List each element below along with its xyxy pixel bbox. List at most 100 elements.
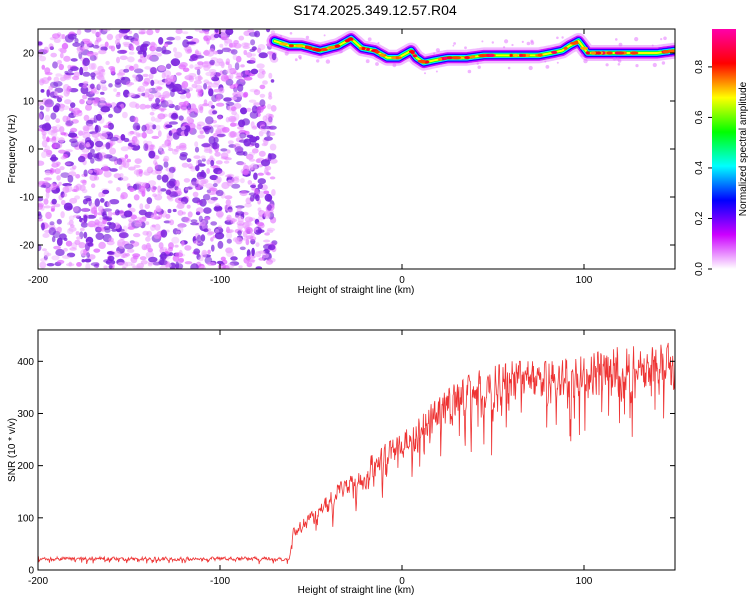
noise-blob xyxy=(186,204,191,209)
noise-blob xyxy=(193,155,201,160)
noise-blob xyxy=(70,102,76,108)
snr-series-line xyxy=(38,342,675,565)
noise-blob xyxy=(122,253,128,258)
noise-blob xyxy=(80,221,88,228)
noise-blob xyxy=(133,76,139,82)
noise-blob xyxy=(165,99,173,106)
track-speck xyxy=(435,48,440,53)
track-hotspot xyxy=(288,44,294,48)
noise-blob xyxy=(268,113,274,119)
noise-blob xyxy=(101,130,110,135)
noise-blob xyxy=(128,51,135,55)
track-speck xyxy=(635,64,639,68)
spec-y-tick-label: -20 xyxy=(20,241,35,252)
noise-blob xyxy=(182,39,190,48)
snr-chart: -200 -100 0 100 0 100 200 300 400 Height of str… xyxy=(7,329,676,596)
noise-blob xyxy=(67,64,72,70)
noise-blob xyxy=(265,259,273,265)
noise-blob xyxy=(48,43,54,50)
noise-blob xyxy=(122,111,128,119)
noise-blob xyxy=(181,240,185,247)
colorbar-tick-label: 0.8 xyxy=(694,60,705,74)
noise-blob xyxy=(101,166,110,172)
noise-blob xyxy=(133,194,140,201)
noise-blob xyxy=(155,29,160,34)
noise-blob xyxy=(247,180,253,185)
noise-blob xyxy=(170,89,175,98)
noise-blob xyxy=(84,242,90,251)
noise-blob xyxy=(151,103,162,109)
snr-y-ticks: 0 100 200 300 400 xyxy=(17,357,675,577)
noise-blob xyxy=(90,83,95,90)
noise-blob xyxy=(168,246,173,252)
noise-blob xyxy=(223,97,232,102)
track-speck xyxy=(618,42,623,47)
noise-blob xyxy=(224,40,229,47)
noise-blob xyxy=(203,35,212,41)
noise-blob xyxy=(260,125,271,130)
noise-blob xyxy=(264,232,270,236)
noise-blob xyxy=(44,99,54,108)
noise-blob xyxy=(64,162,71,166)
noise-blob xyxy=(145,122,154,127)
noise-blob xyxy=(50,129,58,134)
noise-blob xyxy=(38,41,43,46)
track-speck xyxy=(325,59,331,64)
noise-blob xyxy=(253,125,257,129)
noise-blob xyxy=(103,265,108,269)
noise-blob xyxy=(53,203,61,208)
noise-blob xyxy=(71,189,78,192)
track-speck xyxy=(305,35,310,40)
noise-blob xyxy=(41,64,46,70)
noise-blob xyxy=(151,185,156,193)
noise-blob xyxy=(123,210,133,218)
noise-blob xyxy=(204,217,211,221)
noise-blob xyxy=(248,192,257,196)
noise-blob xyxy=(154,223,161,231)
noise-blob xyxy=(194,141,199,148)
noise-blob xyxy=(249,195,255,202)
noise-blob xyxy=(150,224,156,231)
noise-blob xyxy=(227,209,234,213)
noise-blob xyxy=(48,85,53,91)
noise-blob xyxy=(257,172,265,176)
noise-blob xyxy=(83,114,90,122)
noise-blob xyxy=(115,228,125,232)
noise-blob xyxy=(82,71,91,77)
noise-blob xyxy=(217,170,225,176)
noise-blob xyxy=(94,39,99,47)
noise-blob xyxy=(72,206,79,213)
noise-blob xyxy=(151,135,160,139)
track-speck xyxy=(618,59,622,63)
noise-blob xyxy=(225,216,231,222)
noise-blob xyxy=(165,213,171,219)
noise-blob xyxy=(254,30,261,38)
noise-blob xyxy=(233,43,242,49)
noise-blob xyxy=(234,62,240,71)
noise-blob xyxy=(130,214,137,220)
noise-blob xyxy=(62,255,71,259)
noise-blob xyxy=(238,35,245,41)
noise-blob xyxy=(51,236,56,243)
noise-blob xyxy=(255,135,260,141)
noise-blob xyxy=(186,158,192,163)
noise-blob xyxy=(46,252,52,257)
noise-blob xyxy=(251,53,256,57)
noise-blob xyxy=(79,66,84,76)
noise-blob xyxy=(162,91,171,99)
noise-blob xyxy=(85,142,90,148)
noise-blob xyxy=(221,126,230,133)
track-speck xyxy=(583,58,588,64)
noise-blob xyxy=(59,76,67,81)
noise-blob xyxy=(181,106,188,112)
track-speck xyxy=(453,42,456,45)
noise-blob xyxy=(202,51,210,55)
noise-blob xyxy=(125,252,130,257)
noise-blob xyxy=(246,60,256,64)
noise-blob xyxy=(260,159,271,167)
noise-blob xyxy=(253,102,261,106)
noise-blob xyxy=(44,114,51,122)
noise-blob xyxy=(241,42,249,48)
noise-blob xyxy=(142,73,149,78)
noise-blob xyxy=(134,139,140,147)
